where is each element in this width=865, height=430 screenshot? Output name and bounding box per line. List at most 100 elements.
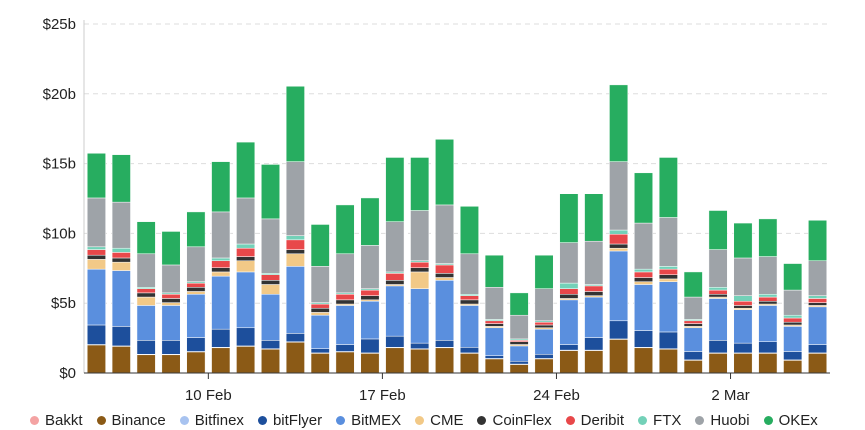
bar-segment-cme (634, 281, 653, 285)
bar-segment-huobi (111, 201, 131, 249)
x-tick-label: 2 Mar (711, 387, 749, 404)
bar-segment-bitmex (335, 305, 355, 345)
bar-segment-deribit (609, 233, 629, 245)
bar-segment-coinflex (186, 287, 206, 292)
legend-swatch (565, 415, 575, 425)
legend-item[interactable]: CME (415, 410, 463, 430)
y-tick-label: $10b (43, 225, 76, 242)
bar-segment-binance (111, 345, 131, 373)
bar-segment-coinflex (559, 294, 579, 299)
bar-segment-huobi (211, 211, 231, 259)
legend-item[interactable]: Binance (96, 410, 166, 430)
bar-segment-huobi (186, 246, 206, 282)
bar-stack (86, 153, 106, 374)
bar-segment-bitmex (161, 305, 181, 341)
bar-stack (335, 204, 355, 374)
bar-segment-cme (435, 277, 455, 281)
bar-segment-cme (410, 271, 430, 289)
bar-segment-huobi (708, 249, 728, 288)
bar-stack (484, 254, 504, 374)
bar-segment-huobi (683, 296, 703, 320)
bar-segment-deribit (634, 271, 653, 278)
bar-segment-huobi (559, 242, 579, 284)
bar-segment-okex (758, 218, 778, 257)
bar-segment-binance (136, 354, 156, 373)
bar-segment-binance (758, 352, 778, 373)
bar-segment-huobi (509, 314, 529, 340)
bar-segment-bitflyer (161, 340, 181, 355)
bar-segment-bitmex (86, 268, 106, 326)
legend-item[interactable]: Deribit (565, 410, 625, 430)
bar-segment-deribit (285, 239, 305, 250)
bar-segment-binance (261, 348, 280, 373)
bar-segment-coinflex (111, 257, 131, 263)
bar-segment-bitflyer (609, 320, 629, 340)
bar-segment-coinflex (285, 249, 305, 255)
bar-segment-coinflex (136, 292, 156, 298)
bar-stack (385, 157, 405, 374)
legend-label: CoinFlex (492, 411, 552, 429)
legend-item[interactable]: OKEx (763, 410, 818, 430)
bar-segment-coinflex (683, 323, 703, 327)
legend-label: Deribit (580, 411, 625, 429)
bar-segment-okex (459, 206, 479, 255)
bar-segment-binance (385, 347, 405, 373)
bar-segment-bitmex (310, 314, 330, 349)
legend-item[interactable]: BitMEX (336, 410, 401, 430)
bar-segment-binance (658, 348, 678, 373)
bar-segment-bitflyer (310, 348, 330, 354)
bar-segment-deribit (683, 320, 703, 324)
bar-segment-coinflex (783, 321, 803, 326)
legend-item[interactable]: FTX (638, 410, 681, 430)
bar-segment-bitmex (808, 306, 828, 345)
bar-segment-okex (186, 211, 206, 248)
bar-segment-deribit (410, 261, 430, 268)
bar-segment-coinflex (808, 302, 828, 306)
legend-item[interactable]: CoinFlex (477, 410, 552, 430)
legend-item[interactable]: Huobi (695, 410, 750, 430)
bar-segment-bitmex (261, 294, 280, 341)
bar-segment-bitmex (459, 305, 479, 348)
bar-segment-bitmex (435, 280, 455, 341)
bar-stack (509, 292, 529, 374)
bar-segment-binance (634, 347, 653, 373)
bar-segment-okex (435, 139, 455, 206)
bar-segment-deribit (708, 289, 728, 295)
bar-segment-ftx (236, 243, 256, 249)
bar-segment-coinflex (634, 277, 653, 282)
bar-segment-bitflyer (136, 340, 156, 355)
bar-segment-binance (733, 352, 753, 373)
bar-segment-bitflyer (360, 338, 380, 354)
legend-item[interactable]: Bakkt (30, 410, 83, 430)
x-tick-label: 24 Feb (533, 387, 580, 404)
bar-stack (459, 206, 479, 374)
bar-segment-ftx (733, 295, 753, 302)
legend-item[interactable]: bitFlyer (257, 410, 322, 430)
bar-segment-binance (236, 345, 256, 373)
bar-segment-huobi (86, 197, 106, 248)
bar-segment-coinflex (236, 256, 256, 262)
bar-stack (683, 271, 703, 374)
bar-stack (261, 164, 280, 374)
bar-segment-bitflyer (733, 342, 753, 354)
bar-stack (708, 210, 728, 374)
bar-segment-bitflyer (534, 354, 554, 359)
bar-segment-binance (609, 338, 629, 373)
bar-segment-deribit (211, 260, 231, 268)
bar-segment-bitmex (211, 275, 231, 330)
bar-segment-okex (808, 220, 828, 262)
bar-stack (211, 161, 231, 374)
bar-segment-coinflex (211, 267, 231, 273)
bar-segment-cme (111, 261, 131, 271)
bar-segment-deribit (658, 268, 678, 275)
bar-segment-ftx (559, 282, 579, 289)
bar-segment-bitflyer (559, 344, 579, 351)
bar-segment-cme (658, 278, 678, 282)
bar-segment-binance (559, 350, 579, 373)
bar-segment-coinflex (509, 341, 529, 345)
bar-segment-bitflyer (211, 328, 231, 348)
bar-segment-okex (385, 157, 405, 222)
legend-item[interactable]: Bitfinex (179, 410, 244, 430)
bar-stack (658, 157, 678, 374)
bar-segment-bitmex (683, 327, 703, 352)
